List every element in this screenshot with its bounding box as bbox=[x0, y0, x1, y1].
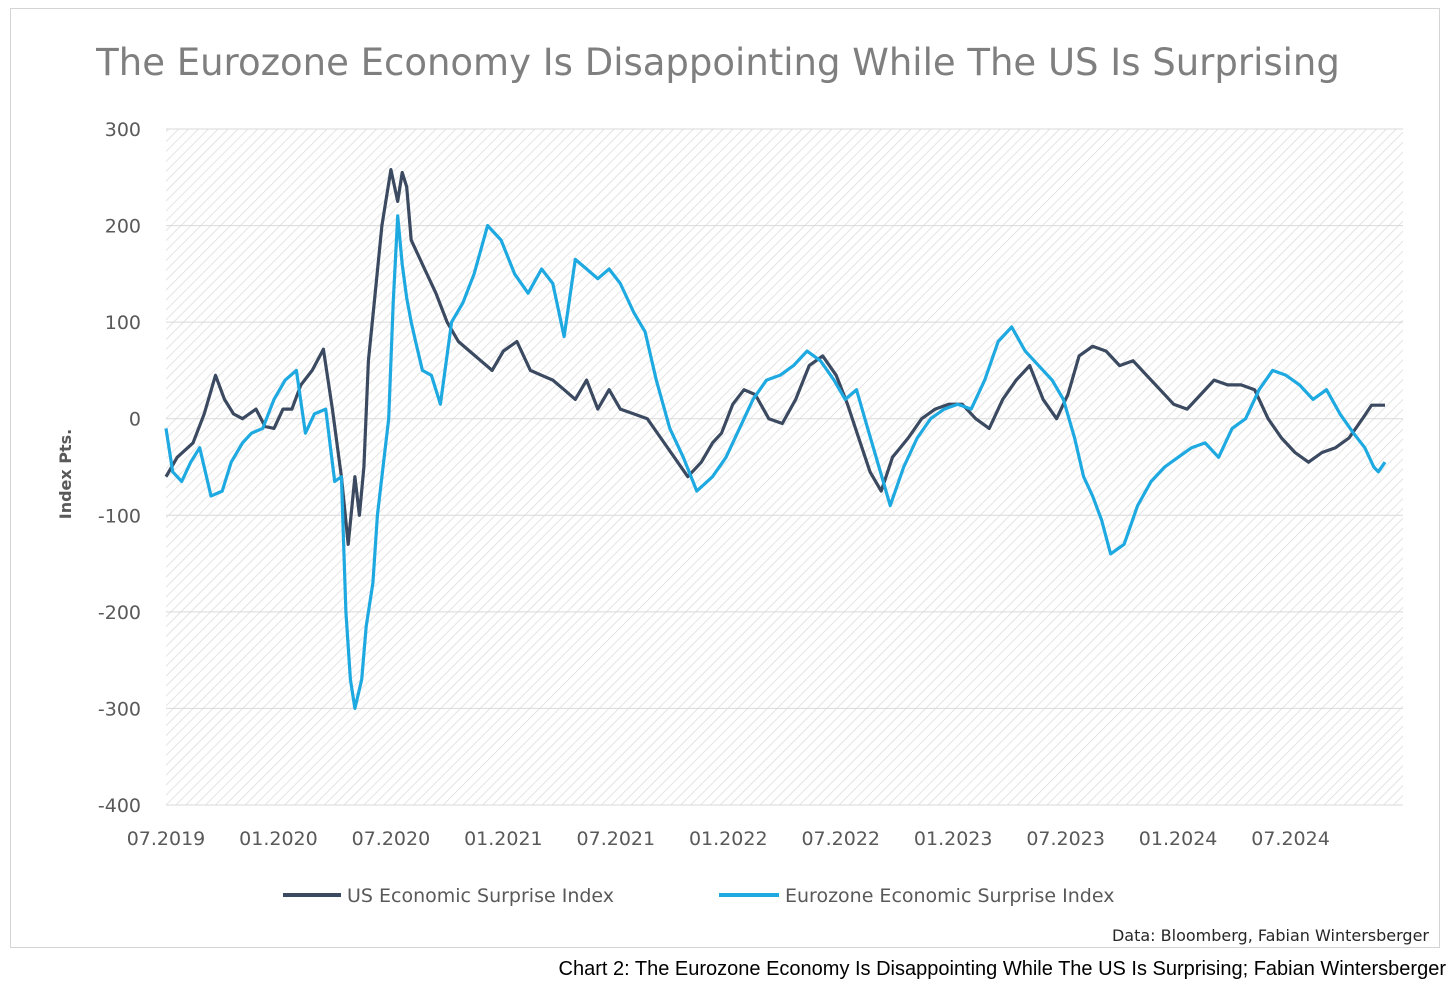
y-tick-label: 300 bbox=[105, 119, 141, 141]
chart-frame: The Eurozone Economy Is Disappointing Wh… bbox=[10, 8, 1440, 948]
legend-label-eurozone: Eurozone Economic Surprise Index bbox=[785, 885, 1114, 907]
x-tick-label: 01.2021 bbox=[464, 828, 543, 850]
figure-caption: Chart 2: The Eurozone Economy Is Disappo… bbox=[558, 958, 1446, 980]
x-tick-label: 07.2020 bbox=[352, 828, 431, 850]
us-surprise-index-line bbox=[164, 168, 1385, 546]
x-tick-label: 07.2019 bbox=[127, 828, 206, 850]
chart-title: The Eurozone Economy Is Disappointing Wh… bbox=[95, 41, 1340, 84]
legend: US Economic Surprise Index Eurozone Econ… bbox=[283, 885, 1114, 907]
x-tick-label: 01.2023 bbox=[914, 828, 993, 850]
y-tick-label: 200 bbox=[105, 216, 141, 238]
x-tick-label: 07.2022 bbox=[801, 828, 880, 850]
y-tick-label: 0 bbox=[129, 409, 141, 431]
y-tick-label: -300 bbox=[98, 698, 141, 720]
x-tick-label: 07.2023 bbox=[1026, 828, 1105, 850]
y-tick-label: -100 bbox=[98, 505, 141, 527]
source-note: Data: Bloomberg, Fabian Wintersberger bbox=[1112, 926, 1429, 945]
legend-label-us: US Economic Surprise Index bbox=[347, 885, 614, 907]
plot-area bbox=[166, 129, 1403, 805]
chart-svg: The Eurozone Economy Is Disappointing Wh… bbox=[56, 41, 1429, 945]
x-tick-label: 01.2020 bbox=[239, 828, 318, 850]
y-tick-label: -200 bbox=[98, 602, 141, 624]
x-axis-ticks: 07.2019 01.2020 07.2020 01.2021 07.2021 01.20… bbox=[127, 828, 1330, 850]
y-axis-ticks: 300 200 100 0 -100 -200 -300 -400 bbox=[98, 119, 141, 817]
eurozone-surprise-index-line bbox=[164, 214, 1387, 710]
series-lines bbox=[164, 168, 1387, 710]
x-tick-label: 07.2024 bbox=[1251, 828, 1330, 850]
y-tick-label: 100 bbox=[105, 312, 141, 334]
x-tick-label: 01.2024 bbox=[1139, 828, 1218, 850]
x-tick-label: 01.2022 bbox=[689, 828, 768, 850]
x-tick-label: 07.2021 bbox=[577, 828, 656, 850]
y-axis-label: Index Pts. bbox=[56, 429, 75, 520]
y-tick-label: -400 bbox=[98, 795, 141, 817]
